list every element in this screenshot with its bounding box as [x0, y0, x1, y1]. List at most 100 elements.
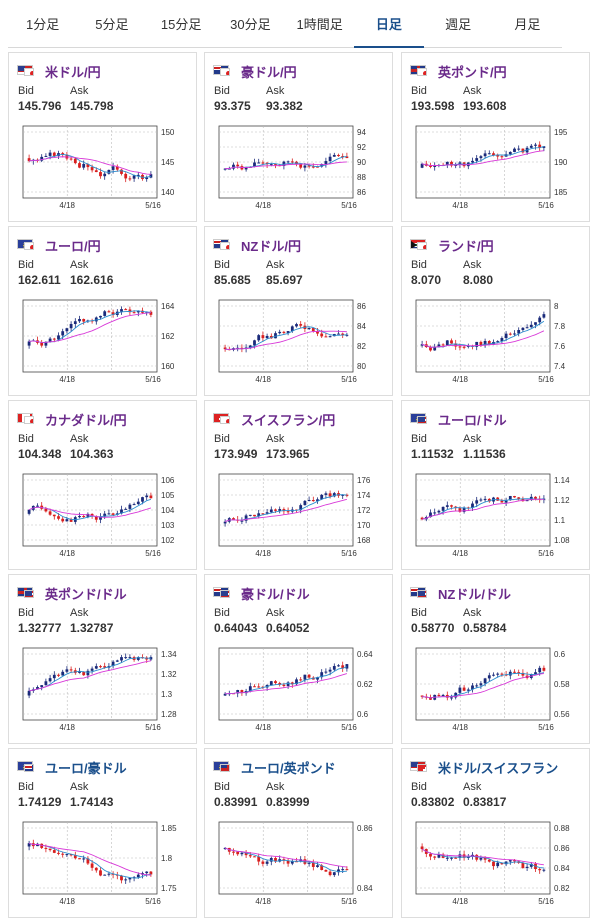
candlestick-chart[interactable]: 1.34 1.32 1.3 1.28 4/18 5/16	[9, 643, 198, 743]
candle-body	[500, 156, 504, 158]
rate-card[interactable]: ユーロ/豪ドル Bid Ask 1.74129 1.74143 1.85 1.8 1.75 4/…	[8, 748, 197, 918]
pair-name[interactable]: カナダドル/円	[45, 412, 127, 428]
pair-name[interactable]: ユーロ/円	[45, 238, 101, 254]
rate-card[interactable]: ユーロ/英ポンド Bid Ask 0.83991 0.83999 0.86 0.84 4/18…	[204, 748, 393, 918]
pair-name[interactable]: スイスフラン/円	[241, 412, 336, 428]
candle-body	[450, 857, 453, 859]
candle-body	[286, 682, 290, 686]
rate-card[interactable]: スイスフラン/円 Bid Ask 173.949 173.965 176 174 172 170…	[204, 400, 393, 570]
candle-body	[337, 154, 340, 157]
pair-name[interactable]: NZドル/円	[241, 238, 301, 254]
quote-values: 1.32777 1.32787	[9, 621, 196, 637]
rate-card[interactable]: NZドル/ドル Bid Ask 0.58770 0.58784 0.6 0.58 0.56 4/…	[401, 574, 590, 744]
quote-values: 8.070 8.080	[402, 273, 589, 289]
pair-name[interactable]: 米ドル/円	[45, 64, 101, 80]
candlestick-chart[interactable]: 0.64 0.62 0.6 4/18 5/16	[205, 643, 394, 743]
candle-body	[324, 671, 328, 673]
ask-value: 162.616	[70, 273, 114, 287]
candlestick-chart[interactable]: 1.85 1.8 1.75 4/18 5/16	[9, 817, 198, 917]
y-tick-label: 0.84	[357, 884, 373, 893]
candle-body	[445, 857, 449, 859]
rate-card[interactable]: NZドル/円 Bid Ask 85.685 85.697 86 84 82 80 4/18 5/16	[204, 226, 393, 396]
rate-card[interactable]: 米ドル/スイスフラン Bid Ask 0.83802 0.83817 0.88 0.86 0.…	[401, 748, 590, 918]
rate-card[interactable]: ユーロ/ドル Bid Ask 1.11532 1.11536 1.14 1.12 1.1 1.0…	[401, 400, 590, 570]
candlestick-chart[interactable]: 164 162 160 4/18 5/16	[9, 295, 198, 395]
bid-value: 1.74129	[18, 795, 62, 809]
candle-body	[132, 504, 136, 506]
bid-label: Bid	[411, 85, 427, 97]
candle-body	[52, 514, 56, 517]
candle-body	[471, 160, 474, 163]
ask-value: 1.32787	[70, 621, 114, 635]
candle-body	[269, 509, 273, 513]
pair-name[interactable]: ランド/円	[438, 238, 494, 254]
tab-2[interactable]: 15分足	[160, 17, 202, 32]
pair-name[interactable]: 豪ドル/円	[241, 64, 297, 80]
rate-card[interactable]: 英ポンド/円 Bid Ask 193.598 193.608 195 190 185 4/18 5…	[401, 52, 590, 222]
candle-body	[324, 869, 328, 872]
candle-body	[99, 172, 102, 177]
candlestick-chart[interactable]: 0.88 0.86 0.84 0.82 4/18 5/16	[402, 817, 591, 917]
candle-body	[295, 324, 298, 327]
pair-name[interactable]: 豪ドル/ドル	[241, 586, 310, 602]
y-tick-label: 1.1	[554, 516, 566, 525]
x-tick-label: 4/18	[59, 897, 75, 906]
tab-6[interactable]: 週足	[445, 17, 472, 32]
candle-body	[286, 331, 290, 333]
tab-1[interactable]: 5分足	[95, 17, 129, 32]
candle-body	[99, 315, 102, 318]
y-tick-label: 103	[161, 521, 175, 530]
candlestick-chart[interactable]: 176 174 172 170 168 4/18 5/16	[205, 469, 394, 569]
pair-name[interactable]: ユーロ/豪ドル	[45, 760, 127, 776]
candle-body	[466, 856, 470, 858]
candlestick-chart[interactable]: 0.6 0.58 0.56 4/18 5/16	[402, 643, 591, 743]
candlestick-chart[interactable]: 195 190 185 4/18 5/16	[402, 121, 591, 221]
candle-body	[269, 858, 273, 862]
rate-card[interactable]: 豪ドル/ドル Bid Ask 0.64043 0.64052 0.64 0.62 0.6 4/1…	[204, 574, 393, 744]
candle-body	[475, 854, 479, 860]
candle-body	[69, 323, 73, 329]
candle-body	[44, 681, 48, 686]
tab-0[interactable]: 1分足	[26, 17, 60, 32]
rate-card[interactable]: ユーロ/円 Bid Ask 162.611 162.616 164 162 160 4/18 5/…	[8, 226, 197, 396]
bid-label: Bid	[18, 781, 34, 793]
tab-4[interactable]: 1時間足	[296, 17, 343, 32]
candlestick-chart[interactable]: 1.14 1.12 1.1 1.08 4/18 5/16	[402, 469, 591, 569]
tab-3[interactable]: 30分足	[230, 17, 271, 32]
candle-body	[504, 500, 508, 503]
tab-5[interactable]: 日足	[354, 0, 424, 48]
y-tick-label: 0.84	[554, 864, 570, 873]
rate-card[interactable]: ランド/円 Bid Ask 8.070 8.080 8 7.8 7.6 7.4 4/18 5/16	[401, 226, 590, 396]
pair-name[interactable]: 米ドル/スイスフラン	[438, 760, 559, 776]
candlestick-chart[interactable]: 106 105 104 103 102 4/18 5/16	[9, 469, 198, 569]
candle-body	[99, 666, 102, 668]
candle-body	[286, 511, 290, 513]
candle-body	[513, 860, 516, 862]
candle-body	[149, 495, 153, 499]
pair-name[interactable]: 英ポンド/ドル	[45, 586, 127, 602]
candlestick-chart[interactable]: 94 92 90 88 86 4/18 5/16	[205, 121, 394, 221]
ask-value: 173.965	[266, 447, 310, 461]
pair-name[interactable]: 英ポンド/円	[438, 64, 507, 80]
pair-name[interactable]: NZドル/ドル	[438, 586, 511, 602]
quote-values: 85.685 85.697	[205, 273, 392, 289]
candle-body	[433, 347, 437, 351]
rate-card[interactable]: カナダドル/円 Bid Ask 104.348 104.363 106 105 104 103 1…	[8, 400, 197, 570]
rate-card[interactable]: 英ポンド/ドル Bid Ask 1.32777 1.32787 1.34 1.32 1.3 1.…	[8, 574, 197, 744]
tab-7[interactable]: 月足	[514, 17, 541, 32]
pair-name[interactable]: ユーロ/英ポンド	[241, 760, 336, 776]
pair-name[interactable]: ユーロ/ドル	[438, 412, 507, 428]
candlestick-chart[interactable]: 86 84 82 80 4/18 5/16	[205, 295, 394, 395]
candle-body	[479, 341, 483, 346]
rate-card[interactable]: 豪ドル/円 Bid Ask 93.375 93.382 94 92 90 88 86 4/18 5/1…	[204, 52, 393, 222]
candlestick-chart[interactable]: 8 7.8 7.6 7.4 4/18 5/16	[402, 295, 591, 395]
bid-label: Bid	[411, 259, 427, 271]
candlestick-chart[interactable]: 0.86 0.84 4/18 5/16	[205, 817, 394, 917]
candle-body	[441, 344, 445, 346]
candle-body	[57, 852, 60, 854]
rate-card[interactable]: 米ドル/円 Bid Ask 145.796 145.798 150 145 140 4/18 5/…	[8, 52, 197, 222]
candle-body	[538, 667, 542, 673]
candlestick-chart[interactable]: 150 145 140 4/18 5/16	[9, 121, 198, 221]
candle-body	[232, 851, 235, 853]
y-tick-label: 1.08	[554, 536, 570, 545]
